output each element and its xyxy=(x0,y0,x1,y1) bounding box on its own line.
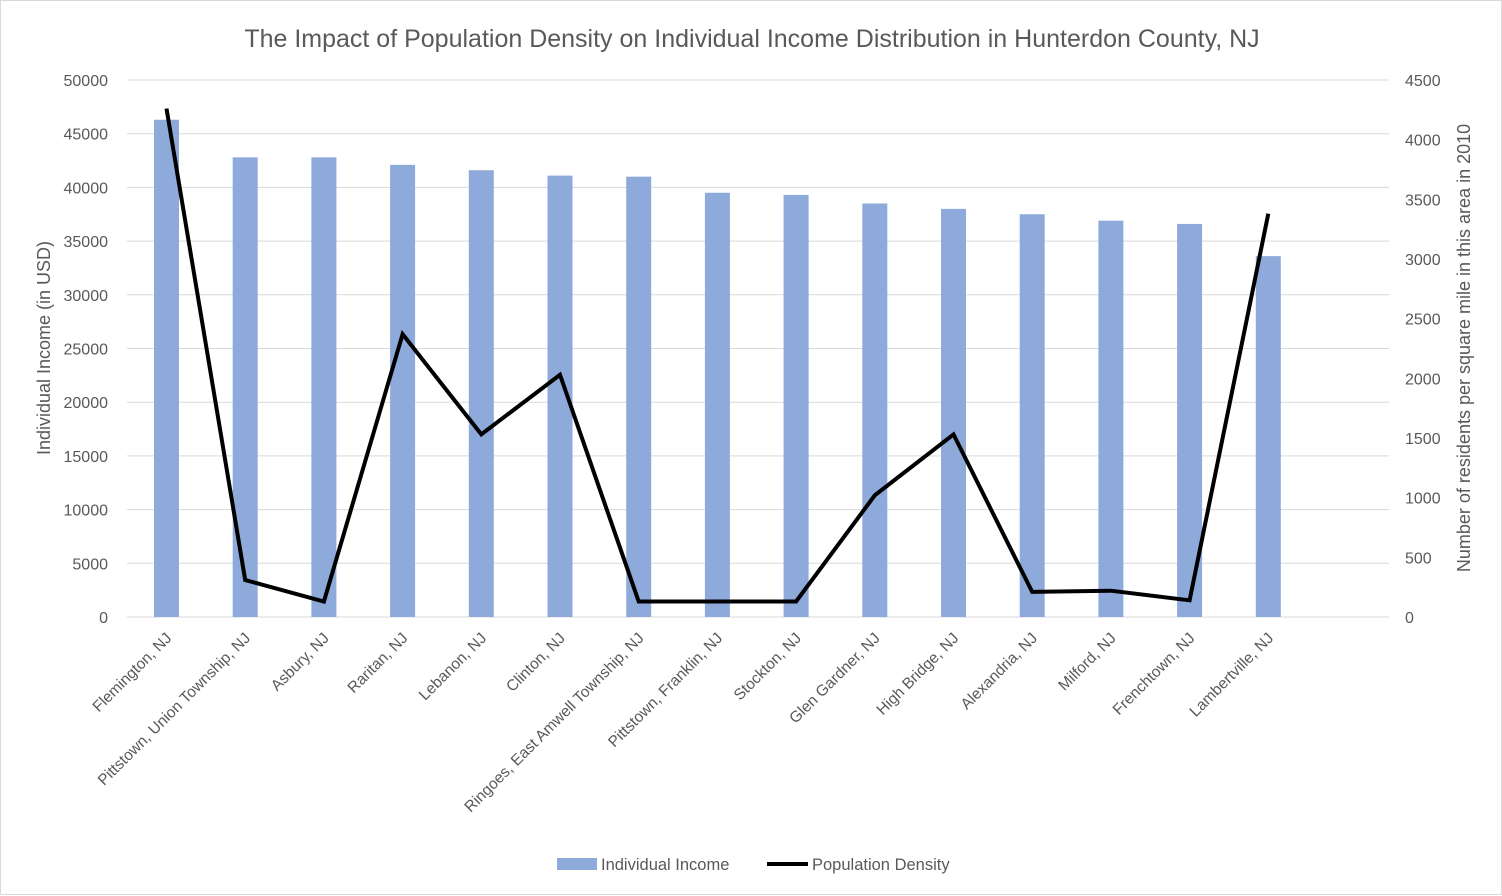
y-right-tick-label: 2500 xyxy=(1405,312,1441,329)
x-category-label: Lambertville, NJ xyxy=(1187,630,1278,721)
y-right-tick-label: 4500 xyxy=(1405,73,1441,90)
y-left-tick-label: 25000 xyxy=(64,342,109,359)
y-right-tick-label: 4000 xyxy=(1405,133,1441,150)
bar xyxy=(468,170,494,617)
bar-series-individual-income xyxy=(154,119,1281,617)
y-left-tick-label: 0 xyxy=(99,610,108,627)
bar xyxy=(311,157,337,617)
y-left-tick-label: 50000 xyxy=(64,73,109,90)
y-left-tick-label: 40000 xyxy=(64,180,109,197)
chart-title: The Impact of Population Density on Indi… xyxy=(244,25,1259,53)
bar xyxy=(1098,220,1124,617)
bar xyxy=(232,157,258,617)
y-left-tick-label: 30000 xyxy=(64,288,109,305)
y-axis-right-ticks: 0 500 1000 1500 2000 2500 3000 3500 4000 4500 xyxy=(1405,73,1441,627)
y-axis-right-label: Number of residents per square mile in t… xyxy=(1454,124,1474,572)
y-right-tick-label: 2000 xyxy=(1405,371,1441,388)
y-right-tick-label: 3000 xyxy=(1405,252,1441,269)
x-category-label: Flemington, NJ xyxy=(90,630,176,716)
x-category-label: High Bridge, NJ xyxy=(874,630,963,719)
line-series-population-density xyxy=(164,108,1271,604)
bar xyxy=(704,192,730,617)
legend-label-population-density: Population Density xyxy=(812,856,950,874)
y-right-tick-label: 1000 xyxy=(1405,491,1441,508)
y-axis-left-ticks: 0 5000 10000 15000 20000 25000 30000 35000 40000… xyxy=(64,73,109,627)
bar xyxy=(626,176,652,617)
y-right-tick-label: 500 xyxy=(1405,550,1432,567)
x-category-label: Clinton, NJ xyxy=(503,630,569,696)
bar xyxy=(1255,256,1281,617)
y-right-tick-label: 3500 xyxy=(1405,192,1441,209)
y-axis-left-label: Individual Income (in USD) xyxy=(34,241,54,455)
x-category-label: Lebanon, NJ xyxy=(416,630,490,704)
legend-swatch-individual-income xyxy=(557,858,597,870)
x-category-label: Pittstown, Union Township, NJ xyxy=(95,630,254,789)
bar xyxy=(862,203,888,617)
gridlines xyxy=(127,79,1389,618)
y-left-tick-label: 35000 xyxy=(64,234,109,251)
bar xyxy=(1019,214,1045,617)
y-left-tick-label: 45000 xyxy=(64,127,109,144)
y-left-tick-label: 10000 xyxy=(64,503,109,520)
y-left-tick-label: 5000 xyxy=(72,556,108,573)
x-category-label: Alexandria, NJ xyxy=(958,630,1041,713)
y-right-tick-label: 0 xyxy=(1405,610,1414,627)
x-category-label: Raritan, NJ xyxy=(345,630,412,697)
x-category-label: Milford, NJ xyxy=(1055,630,1119,694)
line-path xyxy=(164,108,1271,604)
x-category-label: Ringoes, East Amwell Township, NJ xyxy=(461,630,647,816)
bar xyxy=(390,164,416,617)
y-left-tick-label: 15000 xyxy=(64,449,109,466)
bar xyxy=(941,208,966,617)
bar xyxy=(783,194,809,617)
y-left-tick-label: 20000 xyxy=(64,395,109,412)
x-category-label: Stockton, NJ xyxy=(731,630,805,704)
y-right-tick-label: 1500 xyxy=(1405,431,1441,448)
bar xyxy=(154,119,179,617)
x-category-label: Frenchtown, NJ xyxy=(1110,630,1199,719)
x-category-label: Asbury, NJ xyxy=(268,630,333,695)
legend: Individual Income Population Density xyxy=(557,856,950,874)
legend-label-individual-income: Individual Income xyxy=(601,856,729,874)
